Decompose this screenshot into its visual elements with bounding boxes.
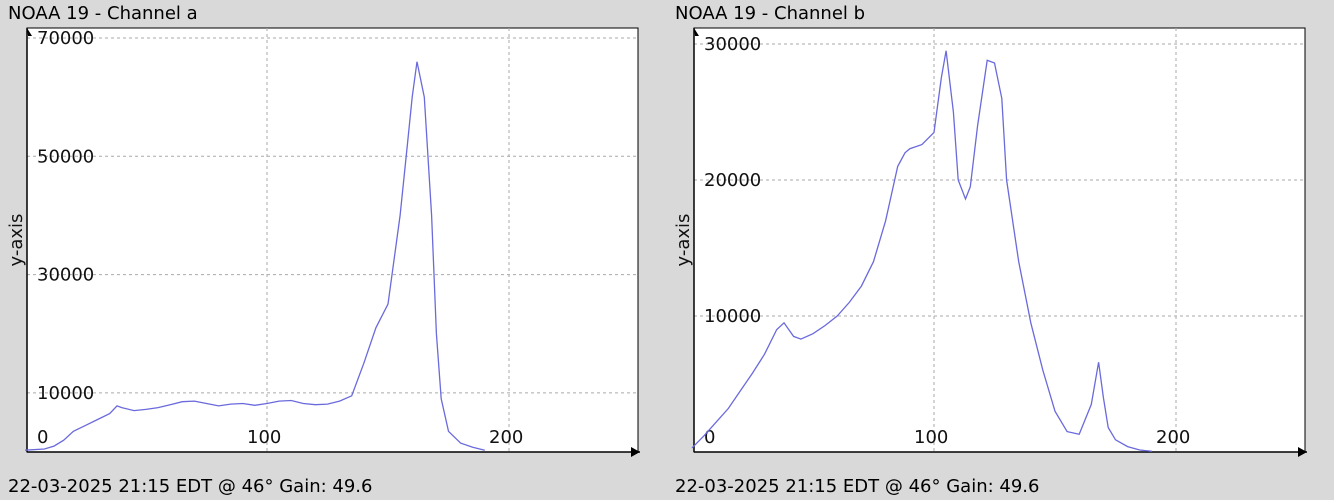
y-axis-label: y-axis: [673, 214, 694, 267]
status-line: 22-03-2025 21:15 EDT @ 46° Gain: 49.6: [675, 476, 1040, 497]
x-tick-label: 200: [489, 427, 523, 448]
y-tick-label: 30000: [37, 265, 94, 286]
plot-area: [693, 27, 1306, 453]
y-tick-label: 10000: [704, 306, 761, 327]
y-tick-label: 50000: [37, 146, 94, 167]
x-axis-arrow: [1298, 447, 1307, 457]
x-tick-label: 100: [914, 427, 948, 448]
x-tick-label: 0: [704, 427, 715, 448]
chart-title: NOAA 19 - Channel b: [675, 3, 866, 24]
x-axis-arrow: [631, 447, 640, 457]
y-tick-label: 10000: [37, 383, 94, 404]
x-tick-label: 100: [247, 427, 281, 448]
y-tick-label: 20000: [704, 170, 761, 191]
y-axis-arrow: [694, 28, 699, 36]
chart-panel-a: NOAA 19 - Channel a 0 100 200 10000 30000 500…: [6, 3, 640, 497]
y-axis-label: y-axis: [6, 214, 27, 267]
chart-title: NOAA 19 - Channel a: [8, 3, 198, 24]
chart-panel-b: NOAA 19 - Channel b 0 100 200 10000 20000 300…: [667, 0, 1334, 500]
x-tick-label: 200: [1156, 427, 1190, 448]
x-tick-label: 0: [37, 427, 48, 448]
y-tick-label: 70000: [37, 28, 94, 49]
y-axis-arrow: [27, 28, 32, 36]
y-tick-label: 30000: [704, 34, 761, 55]
chart-plot-b: 0 100 200 10000 20000 30000 y-axis: [673, 27, 1307, 457]
series-line: [691, 50, 1152, 452]
status-line: 22-03-2025 21:15 EDT @ 46° Gain: 49.6: [8, 476, 373, 497]
chart-plot-a: 0 100 200 10000 30000 50000 70000 y-axis: [6, 27, 640, 457]
series-line: [24, 61, 485, 451]
plot-area: [26, 27, 639, 453]
